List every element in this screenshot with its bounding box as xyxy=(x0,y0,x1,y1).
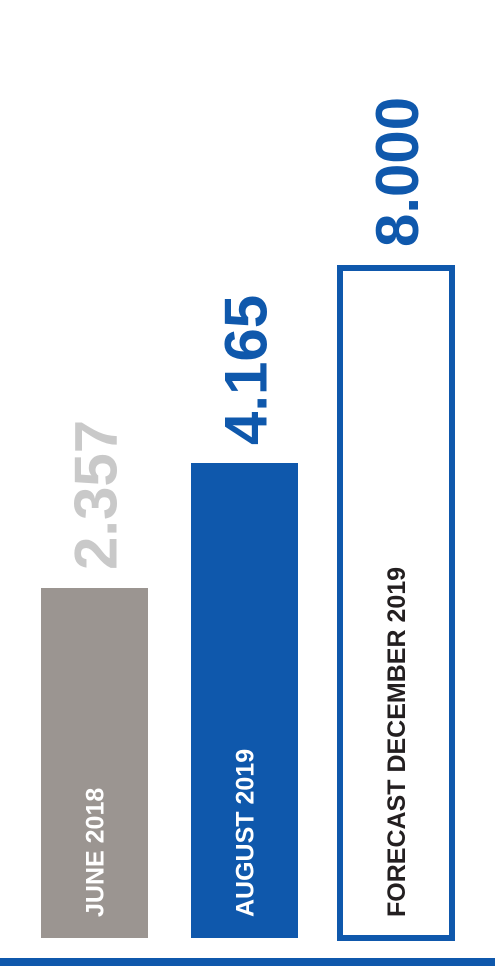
baseline-axis xyxy=(0,958,495,966)
category-label: AUGUST 2019 xyxy=(232,749,260,917)
category-label: FORECAST DECEMBER 2019 xyxy=(383,567,411,917)
value-label: 2.357 xyxy=(63,420,130,570)
bar-august-2019 xyxy=(191,463,298,938)
value-label: 8.000 xyxy=(364,97,431,247)
category-label: JUNE 2018 xyxy=(82,788,110,917)
bars-group xyxy=(41,265,455,941)
category-labels-group: JUNE 2018 AUGUST 2019 FORECAST DECEMBER 20… xyxy=(82,567,412,917)
bar-june-2018 xyxy=(41,588,148,938)
value-labels-group: 2.357 4.165 8.000 xyxy=(63,97,432,570)
value-label: 4.165 xyxy=(213,295,280,445)
bar-forecast-december-2019 xyxy=(337,265,455,941)
